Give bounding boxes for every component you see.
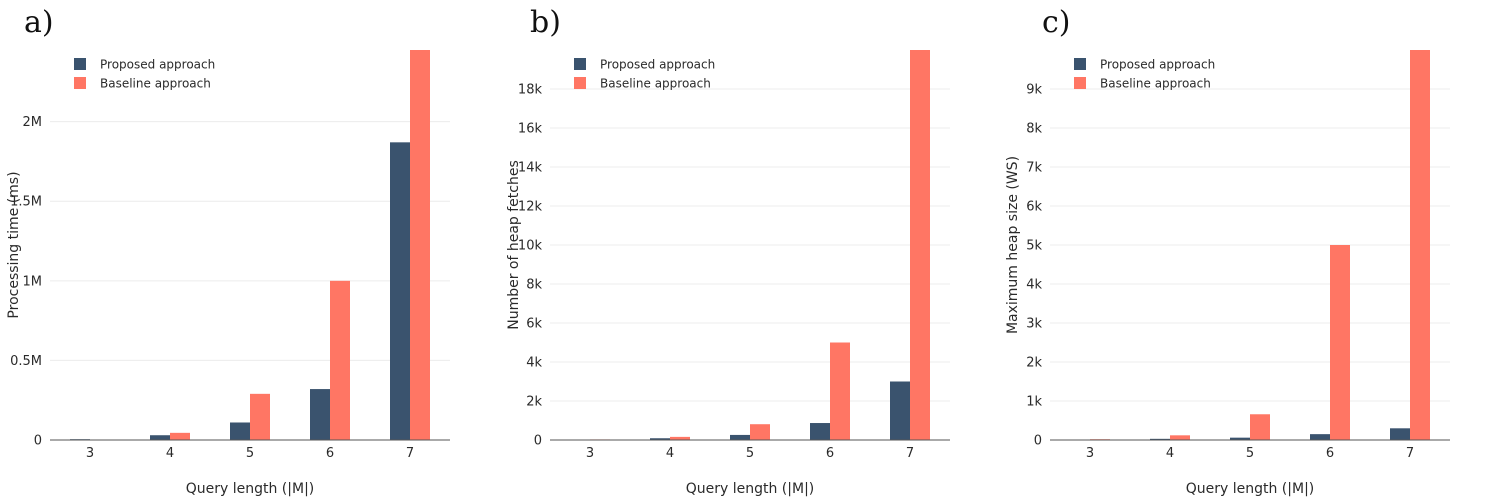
y-tick-label: 4k [526, 356, 542, 371]
panel-label: b) [530, 5, 561, 40]
y-tick-label: 1.5M [10, 195, 42, 210]
legend-swatch-proposed [574, 58, 586, 70]
chart-panel-1: 0 0.5M 1M 1.5M 2M 3 4 5 6 7 Query length (|M|) Proc… [6, 5, 450, 497]
x-tick-label: 7 [906, 446, 914, 461]
panel-label: a) [24, 5, 54, 40]
legend-label-baseline: Baseline approach [100, 77, 211, 91]
y-tick-label: 8k [1026, 122, 1042, 137]
y-tick-label: 6k [526, 317, 542, 332]
chart-panel-3: 0 1k 2k 3k 4k 5k 6k 7k 8k 9k 3 4 5 6 7 Query length (|M… [1005, 5, 1450, 497]
legend-swatch-baseline [574, 77, 586, 89]
x-axis-label: Query length (|M|) [686, 481, 815, 497]
y-tick-label: 1M [23, 274, 43, 289]
x-tick-label: 7 [1406, 446, 1414, 461]
bar-proposed-5 [230, 422, 250, 440]
x-tick-label: 3 [86, 446, 94, 461]
x-tick-label: 4 [666, 446, 674, 461]
x-axis-label: Query length (|M|) [1186, 481, 1315, 497]
y-tick-label: 2k [526, 395, 542, 410]
bar-baseline-7 [410, 50, 430, 440]
bar-proposed-4 [1150, 438, 1170, 440]
bar-baseline-4 [670, 436, 690, 440]
y-tick-label: 3k [1026, 317, 1042, 332]
y-tick-label: 0 [534, 434, 542, 449]
bar-proposed-7 [890, 381, 910, 440]
bar-proposed-4 [150, 435, 170, 440]
y-tick-label: 4k [1026, 278, 1042, 293]
x-tick-label: 3 [1086, 446, 1094, 461]
legend-label-proposed: Proposed approach [600, 58, 715, 72]
y-axis-label: Number of heap fetches [506, 160, 522, 330]
y-tick-label: 5k [1026, 239, 1042, 254]
bar-proposed-6 [810, 423, 830, 440]
x-tick-label: 7 [406, 446, 414, 461]
y-tick-label: 0.5M [10, 354, 42, 369]
bar-proposed-5 [1230, 437, 1250, 440]
y-tick-label: 8k [526, 278, 542, 293]
bar-baseline-5 [750, 424, 770, 440]
chart-panel-2: 0 2k 4k 6k 8k 10k 12k 14k 16k 18k 3 4 5 6 7 Query lengt… [506, 5, 950, 497]
y-tick-label: 6k [1026, 200, 1042, 215]
y-tick-label: 1k [1026, 395, 1042, 410]
x-tick-label: 4 [1166, 446, 1174, 461]
legend-swatch-baseline [1074, 77, 1086, 89]
panel-label: c) [1042, 5, 1071, 40]
legend-swatch-proposed [1074, 58, 1086, 70]
bar-proposed-6 [310, 389, 330, 440]
y-tick-label: 9k [1026, 83, 1042, 98]
bar-baseline-4 [170, 432, 190, 440]
bar-proposed-4 [650, 438, 670, 440]
x-tick-label: 5 [746, 446, 754, 461]
x-tick-label: 5 [1246, 446, 1254, 461]
bar-proposed-7 [1390, 428, 1410, 440]
bar-baseline-4 [1170, 435, 1190, 440]
x-tick-label: 6 [1326, 446, 1334, 461]
y-axis-label: Maximum heap size (WS) [1005, 156, 1021, 334]
bar-proposed-7 [390, 142, 410, 440]
bar-baseline-7 [1410, 50, 1430, 440]
x-tick-label: 4 [166, 446, 174, 461]
legend-swatch-baseline [74, 77, 86, 89]
bar-baseline-5 [250, 393, 270, 440]
legend-swatch-proposed [74, 58, 86, 70]
bar-baseline-7 [910, 50, 930, 440]
y-tick-label: 16k [518, 122, 543, 137]
bar-baseline-5 [1250, 414, 1270, 440]
y-tick-label: 10k [518, 239, 543, 254]
legend-label-proposed: Proposed approach [100, 58, 215, 72]
y-tick-label: 2M [23, 115, 43, 130]
x-tick-label: 5 [246, 446, 254, 461]
y-tick-label: 18k [518, 83, 543, 98]
bar-baseline-6 [330, 280, 350, 440]
x-axis-label: Query length (|M|) [186, 481, 315, 497]
y-tick-label: 0 [34, 434, 42, 449]
x-tick-label: 6 [326, 446, 334, 461]
legend-label-proposed: Proposed approach [1100, 58, 1215, 72]
y-tick-label: 2k [1026, 356, 1042, 371]
y-axis-label: Processing time (ms) [6, 171, 22, 318]
legend-label-baseline: Baseline approach [1100, 77, 1211, 91]
bar-baseline-6 [1330, 245, 1350, 440]
bar-baseline-6 [830, 342, 850, 440]
bar-proposed-5 [730, 434, 750, 440]
legend-label-baseline: Baseline approach [600, 77, 711, 91]
x-tick-label: 3 [586, 446, 594, 461]
y-tick-label: 7k [1026, 161, 1042, 176]
x-tick-label: 6 [826, 446, 834, 461]
y-tick-label: 12k [518, 200, 543, 215]
y-tick-label: 14k [518, 161, 543, 176]
y-tick-label: 0 [1034, 434, 1042, 449]
bar-proposed-6 [1310, 434, 1330, 440]
